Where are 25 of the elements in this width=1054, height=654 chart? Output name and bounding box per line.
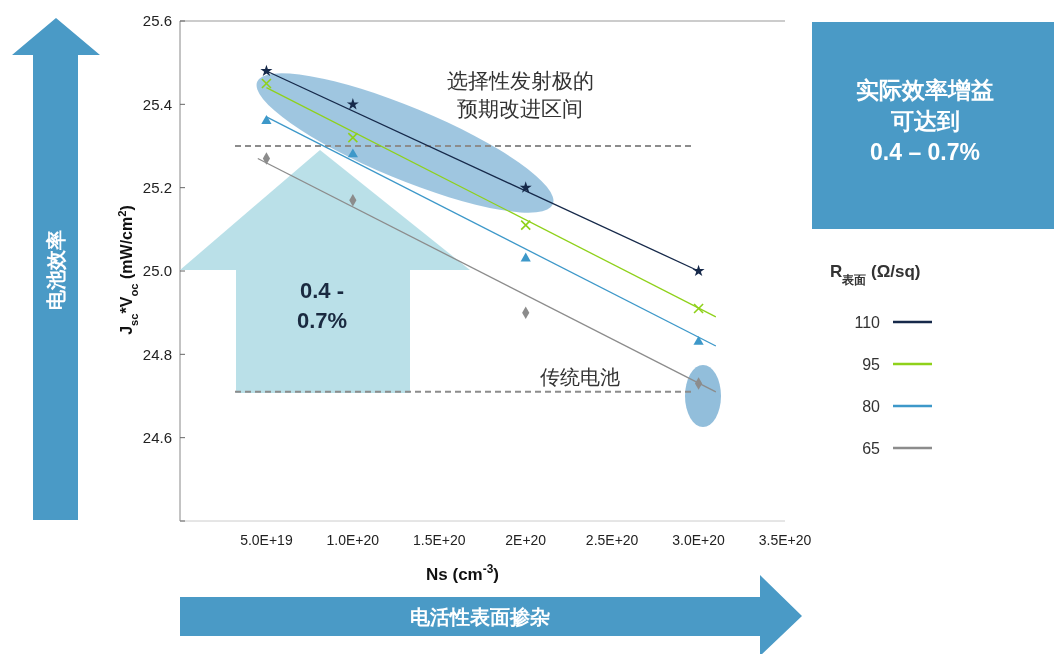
x-tick-label: 2E+20 [505, 532, 547, 548]
legend-label: 80 [862, 397, 881, 415]
legend-label: 110 [854, 313, 881, 331]
text: 电活性表面掺杂 [410, 606, 550, 628]
annotation: 0.4 - 0.7% [296, 278, 348, 333]
legend-label: 95 [862, 355, 881, 373]
y-tick-label: 25.6 [142, 12, 172, 30]
x-tick-label: 2.5E+20 [585, 532, 639, 548]
x-tick-label: 1.5E+20 [413, 532, 466, 548]
x-tick-label: 5.0E+19 [240, 532, 293, 548]
x-tick-label: 1.0E+20 [326, 532, 380, 548]
y-tick-label: 25.2 [142, 178, 172, 196]
annotation: 选择性发射极的预期改进区间 [446, 69, 594, 121]
y-tick-label: 24.6 [142, 428, 172, 446]
x-axis-title: Ns (cm$^{-3}$) [426, 562, 499, 584]
text: 实际效率增益可达到0.4 – 0.7% [856, 77, 994, 166]
y-tick-label: 25.4 [142, 95, 172, 113]
text: 电池效率 [45, 230, 67, 310]
x-tick-label: 3.5E+20 [758, 532, 812, 548]
x-tick-label: 3.0E+20 [672, 532, 726, 548]
y-tick-label: 25.0 [142, 262, 172, 280]
y-tick-label: 24.8 [142, 345, 172, 363]
legend-title: R$_{表面}$ (Ω/sq) [830, 262, 921, 287]
legend-label: 65 [862, 439, 881, 457]
ref-line-label: 传统电池 [540, 365, 620, 388]
